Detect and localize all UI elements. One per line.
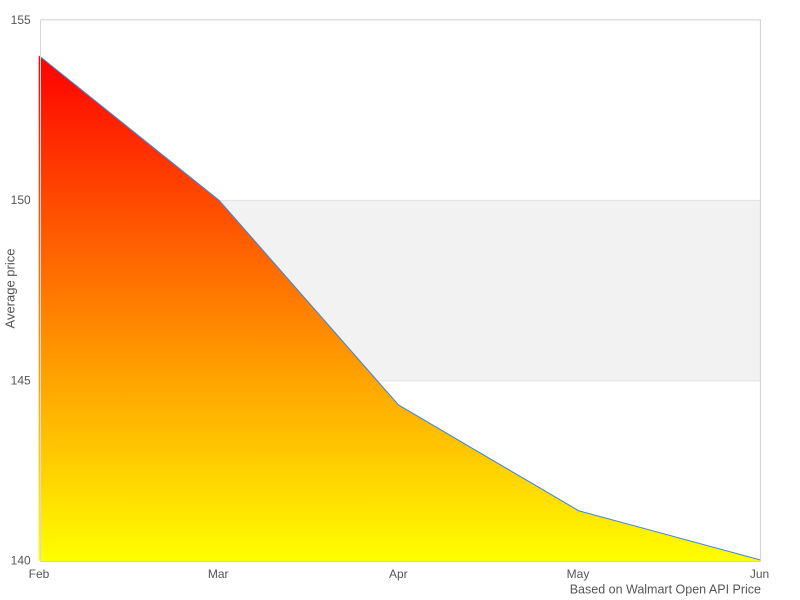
svg-text:Feb: Feb	[29, 567, 50, 581]
svg-text:May: May	[567, 567, 590, 581]
svg-text:Mar: Mar	[208, 567, 229, 581]
svg-text:Apr: Apr	[389, 567, 408, 581]
svg-text:Based on Walmart Open API Pric: Based on Walmart Open API Price	[570, 583, 761, 597]
svg-text:Jun: Jun	[750, 567, 769, 581]
svg-text:150: 150	[11, 193, 31, 207]
svg-text:145: 145	[11, 374, 31, 388]
svg-text:Average price: Average price	[3, 249, 18, 329]
svg-text:140: 140	[11, 553, 31, 567]
svg-text:155: 155	[11, 13, 31, 27]
